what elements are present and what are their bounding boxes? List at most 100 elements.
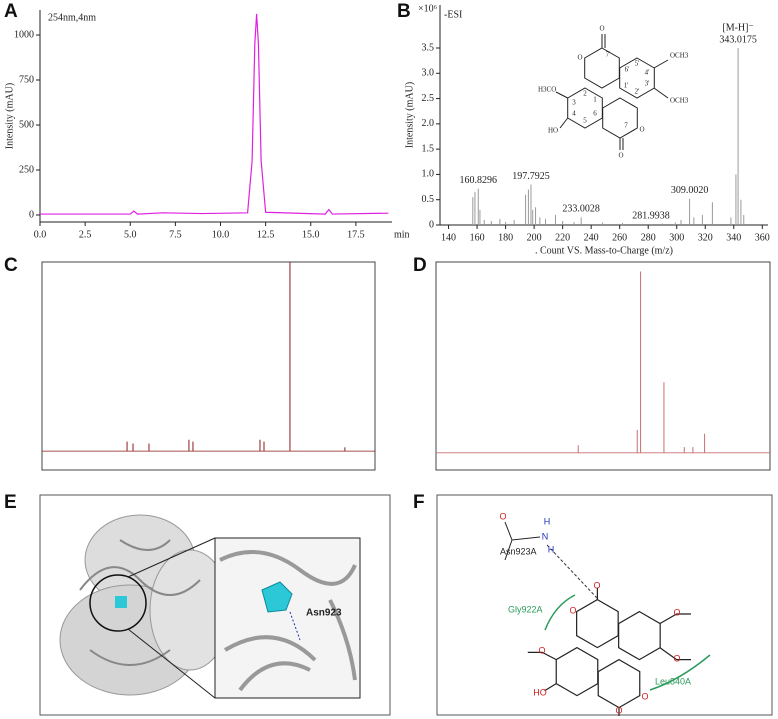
ring — [584, 47, 620, 89]
atom: 3' — [645, 80, 650, 88]
atom: O — [577, 54, 582, 62]
atom: O — [639, 126, 644, 134]
y-tick-label: 0.5 — [422, 194, 435, 205]
structure-labels: O O 7' 6' 5' 4' 3' 2' 1' OCH3 OCH3 H3CO … — [538, 25, 689, 160]
residue-label: Asn923 — [306, 608, 342, 619]
y-tick-label: 2.0 — [422, 118, 435, 129]
atom: O — [593, 580, 600, 590]
y-tick-label: 750 — [19, 74, 34, 85]
atom: 1 — [593, 96, 597, 104]
atom: H — [548, 544, 555, 554]
atom: H3CO — [538, 86, 556, 94]
atom: 7' — [606, 51, 611, 59]
peak-label: 197.7925 — [512, 171, 550, 182]
atom: OCH3 — [670, 52, 689, 60]
residue-label: Gly922A — [508, 604, 543, 614]
panel-frame — [436, 494, 773, 716]
h-bond — [289, 611, 301, 641]
y-tick-label: 0 — [29, 209, 34, 220]
ligand — [115, 596, 127, 608]
ion-label: [M-H]⁻ — [722, 22, 753, 33]
peak-label: 281.9938 — [632, 210, 670, 221]
panel-label: B — [397, 1, 411, 22]
panel-label: C — [4, 255, 18, 276]
y-tick-label: 250 — [19, 164, 34, 175]
atom: 4' — [645, 69, 650, 77]
y-multiplier: ×10⁶ — [418, 3, 438, 14]
y-tick-label: 1.0 — [422, 169, 435, 180]
annotation: -ESI — [444, 9, 462, 20]
connector — [127, 537, 216, 578]
atom: O — [569, 605, 576, 615]
peak-label: 309.0020 — [671, 185, 709, 196]
atom: 4 — [572, 110, 576, 118]
x-tick-label: 12.5 — [257, 229, 275, 240]
plot-frame — [435, 261, 771, 471]
inset-ribbon — [219, 550, 357, 692]
x-tick-label: 300 — [669, 232, 684, 243]
x-tick-label: 360 — [755, 232, 770, 243]
hydrophobic-arc — [544, 594, 576, 631]
residue-bonds — [504, 521, 541, 561]
atom: 3 — [572, 99, 576, 107]
ligand — [261, 581, 293, 613]
y-tick-label: 1000 — [14, 29, 34, 40]
connector — [127, 628, 216, 699]
x-tick-label: 7.5 — [169, 229, 182, 240]
panel-labels: A B C D E F — [4, 1, 427, 513]
atom: O — [641, 691, 648, 701]
h-bond — [546, 544, 598, 599]
bonds — [555, 34, 669, 150]
bonds — [527, 587, 692, 717]
ring — [576, 598, 619, 649]
atom: 7 — [624, 122, 628, 130]
atom: 6 — [593, 110, 597, 118]
atom: O — [615, 705, 622, 715]
x-tick-label: 10.0 — [212, 229, 230, 240]
x-tick-label: 0.0 — [34, 229, 47, 240]
x-tick-label: 340 — [726, 232, 741, 243]
x-tick-label: 240 — [584, 232, 599, 243]
docking-panel: Asn923 — [39, 494, 391, 716]
x-tick-label: 200 — [527, 232, 542, 243]
inset — [214, 537, 361, 699]
y-tick-label: 3.5 — [422, 42, 435, 53]
y-tick-label: 0 — [429, 219, 434, 230]
y-tick-label: 1.5 — [422, 143, 435, 154]
panel-label: F — [413, 492, 425, 513]
x-tick-label: 320 — [698, 232, 713, 243]
y-axis-label: Intensity (mAU) — [404, 82, 415, 148]
y-axis-label: Intensity (mAU) — [4, 83, 15, 149]
binding-site — [89, 574, 147, 632]
atom: HO — [533, 687, 547, 697]
x-tick-label: 2.5 — [79, 229, 92, 240]
x-unit: min — [394, 229, 410, 240]
chart-title: 254nm,4nm — [48, 12, 96, 23]
atom: O — [618, 152, 623, 160]
structure — [555, 34, 669, 150]
atom: N — [542, 531, 549, 541]
atom: O — [673, 607, 680, 617]
hydrophobic-arc — [649, 654, 711, 691]
x-tick-label: 280 — [641, 232, 656, 243]
x-tick-label: 5.0 — [124, 229, 137, 240]
peak-label: 233.0028 — [562, 204, 600, 215]
atom: O — [599, 25, 604, 33]
peak-label: 343.0175 — [719, 34, 757, 45]
atom: H — [544, 516, 551, 526]
peak-label: 160.8296 — [460, 175, 498, 186]
residue-label: Asn923A — [500, 546, 537, 556]
x-axis-label: . Count VS. Mass-to-Charge (m/z) — [535, 245, 673, 256]
atom: O — [499, 511, 506, 521]
atom: 6' — [625, 66, 630, 74]
y-tick-label: 500 — [19, 119, 34, 130]
x-tick-label: 15.0 — [302, 229, 320, 240]
panel-label: D — [413, 255, 427, 276]
x-tick-label: 140 — [441, 232, 456, 243]
x-tick-label: 180 — [498, 232, 513, 243]
atom: O — [673, 653, 680, 663]
y-tick-label: 2.5 — [422, 93, 435, 104]
residue-label: Leu840A — [655, 676, 691, 686]
ring — [602, 97, 638, 139]
